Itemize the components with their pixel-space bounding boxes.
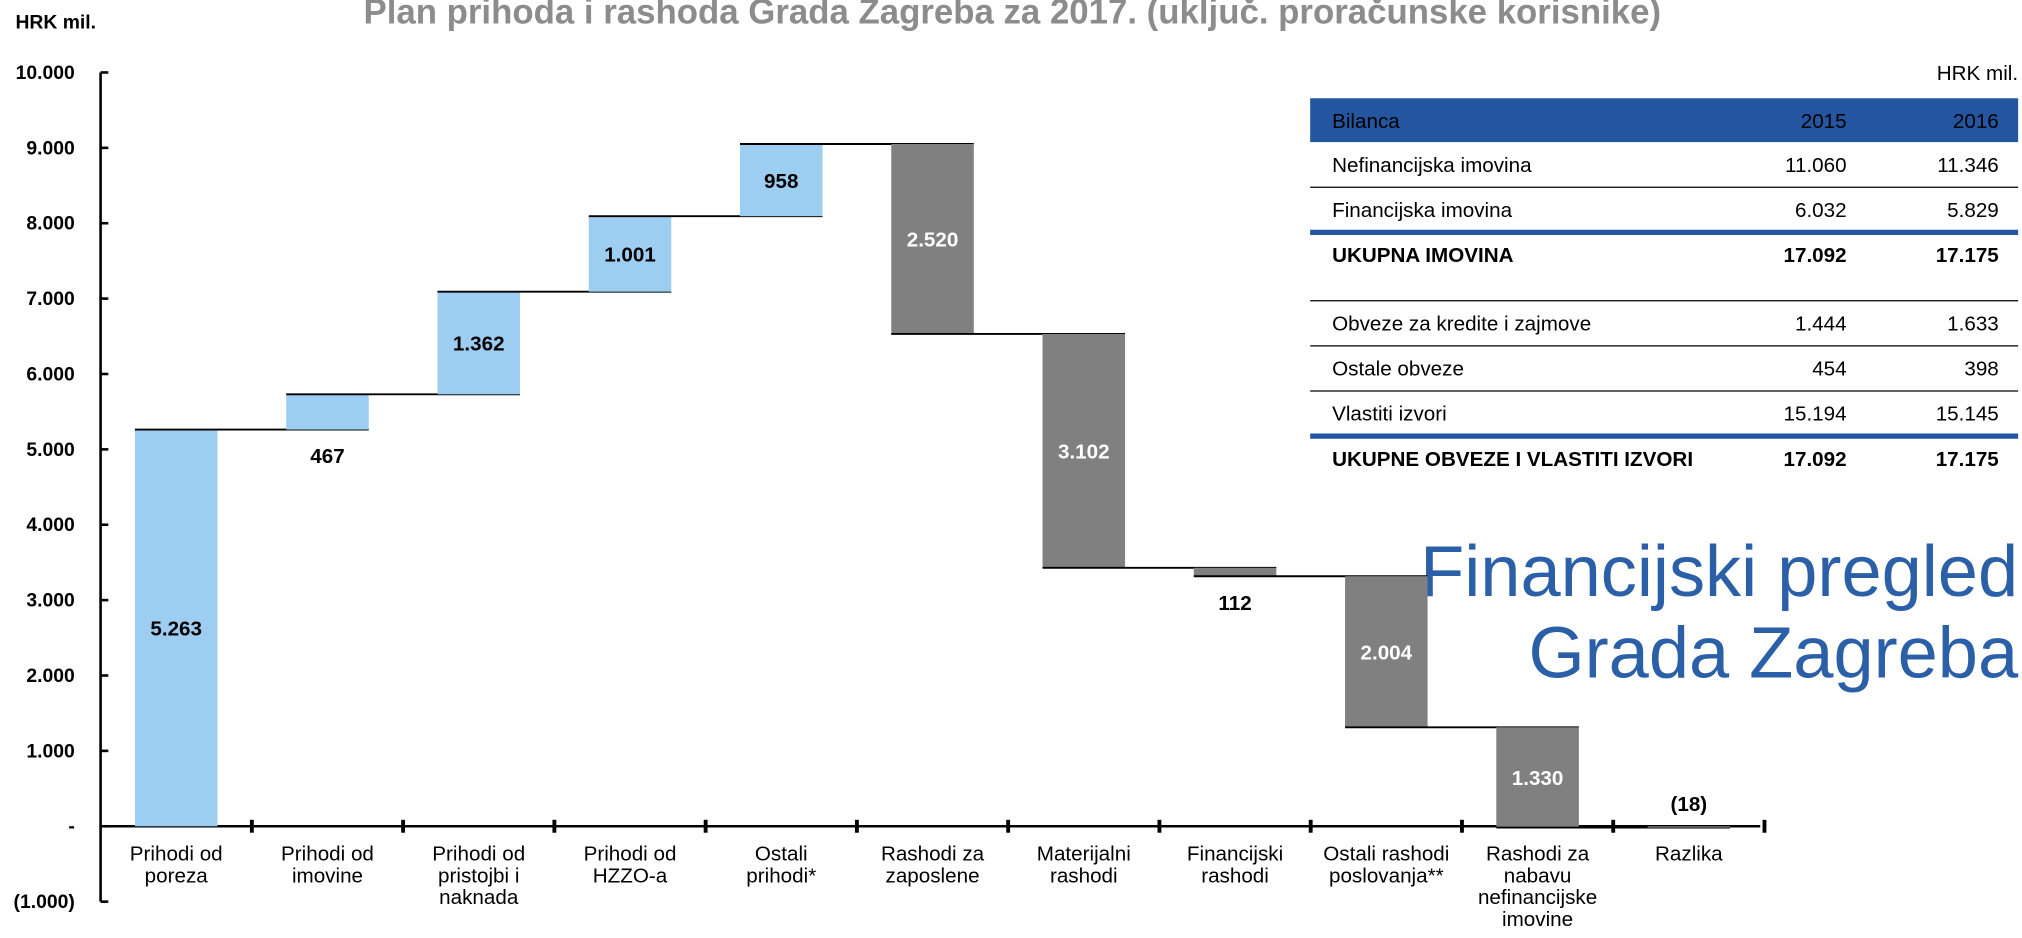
y-tick-label: 4.000 bbox=[26, 514, 74, 536]
table-cell: UKUPNE OBVEZE I VLASTITI IZVORI bbox=[1332, 448, 1693, 471]
table-header bbox=[1310, 98, 2019, 143]
table-cell: Vlastiti izvori bbox=[1332, 403, 1447, 426]
table-header-cell: Bilanca bbox=[1332, 110, 1400, 133]
value-label: 1.001 bbox=[604, 244, 656, 267]
y-tick-label: 2.000 bbox=[26, 665, 74, 687]
table-cell: 11.060 bbox=[1785, 154, 1847, 177]
y-tick-label: 5.000 bbox=[26, 439, 74, 461]
table-cell: Financijska imovina bbox=[1332, 199, 1512, 222]
value-label: 467 bbox=[310, 445, 344, 468]
table-cell: 6.032 bbox=[1795, 199, 1847, 222]
x-tick-label: Ostali prihodi* bbox=[746, 842, 816, 887]
table-cell: 1.633 bbox=[1947, 312, 1999, 335]
y-tick-label: 6.000 bbox=[26, 363, 74, 385]
table-cell: 1.444 bbox=[1795, 312, 1847, 335]
bar bbox=[740, 144, 823, 217]
table-cell: 11.346 bbox=[1937, 154, 1999, 177]
table-unit: HRK mil. bbox=[1937, 62, 2018, 85]
x-tick-label: Financijski rashodi bbox=[1187, 842, 1283, 887]
y-tick-label: - bbox=[68, 816, 74, 838]
x-tick-label: Ostali rashodi poslovanja** bbox=[1323, 842, 1449, 887]
y-tick-label: 1.000 bbox=[26, 740, 74, 762]
x-tick-label: Prihodi od pristojbi i naknada bbox=[432, 842, 525, 909]
bar bbox=[1345, 576, 1428, 728]
x-tick-label: Prihodi od HZZO-a bbox=[584, 842, 677, 887]
table-cell: 17.175 bbox=[1936, 448, 1999, 471]
value-label: 3.102 bbox=[1058, 441, 1110, 464]
table-cell: UKUPNA IMOVINA bbox=[1332, 244, 1514, 267]
value-label: 2.520 bbox=[907, 229, 959, 252]
y-tick-label: 3.000 bbox=[26, 590, 74, 612]
y-axis-label: HRK mil. bbox=[15, 12, 96, 34]
x-tick-label: Prihodi od poreza bbox=[130, 842, 223, 887]
y-tick-label: (1.000) bbox=[14, 891, 75, 913]
table-cell: 17.092 bbox=[1784, 244, 1847, 267]
table-header-cell: 2015 bbox=[1801, 110, 1847, 133]
x-tick-label: Rashodi za zaposlene bbox=[881, 842, 985, 887]
bar bbox=[286, 394, 369, 430]
table-cell: 15.194 bbox=[1784, 403, 1847, 426]
table-cell: Obveze za kredite i zajmove bbox=[1332, 312, 1591, 335]
table-cell: Nefinancijska imovina bbox=[1332, 154, 1532, 177]
y-tick-label: 7.000 bbox=[26, 288, 74, 310]
bar bbox=[437, 291, 521, 395]
value-label: 958 bbox=[764, 170, 798, 193]
table-cell: 15.145 bbox=[1936, 403, 1999, 426]
table-cell: 454 bbox=[1812, 358, 1846, 381]
value-label: 1.362 bbox=[453, 333, 505, 356]
value-label: (18) bbox=[1671, 793, 1708, 816]
value-label: 112 bbox=[1218, 592, 1251, 615]
y-tick-label: 10.000 bbox=[16, 62, 75, 84]
value-label: 1.330 bbox=[1512, 767, 1564, 790]
bar bbox=[1496, 727, 1579, 828]
table-cell: 17.175 bbox=[1936, 244, 1999, 267]
table-header-cell: 2016 bbox=[1953, 110, 1999, 133]
table-cell: 5.829 bbox=[1947, 199, 1999, 222]
x-tick-label: Prihodi od imovine bbox=[281, 842, 374, 887]
table-cell: 17.092 bbox=[1784, 448, 1847, 471]
bar bbox=[891, 144, 974, 334]
x-tick-label: Rashodi za nabavu nefinancijske imovine bbox=[1478, 842, 1597, 931]
x-tick-label: Materijalni rashodi bbox=[1037, 842, 1131, 887]
heading-line: Grada Zagreba bbox=[1528, 613, 2019, 693]
value-label: 2.004 bbox=[1361, 641, 1413, 664]
y-tick-label: 9.000 bbox=[26, 137, 74, 159]
table-cell: Ostale obveze bbox=[1332, 358, 1464, 381]
bar bbox=[134, 429, 218, 827]
x-tick-label: Razlika bbox=[1655, 842, 1723, 865]
bar bbox=[1042, 333, 1126, 568]
y-tick-label: 8.000 bbox=[26, 213, 74, 235]
chart-title: Plan prihoda i rashoda Grada Zagreba za … bbox=[363, 0, 1661, 31]
value-label: 5.263 bbox=[150, 618, 202, 641]
bar bbox=[1193, 567, 1277, 577]
bar bbox=[1647, 826, 1731, 828]
heading-line: Financijski pregled bbox=[1420, 532, 2018, 612]
table-cell: 398 bbox=[1964, 358, 1998, 381]
bar bbox=[588, 216, 672, 292]
